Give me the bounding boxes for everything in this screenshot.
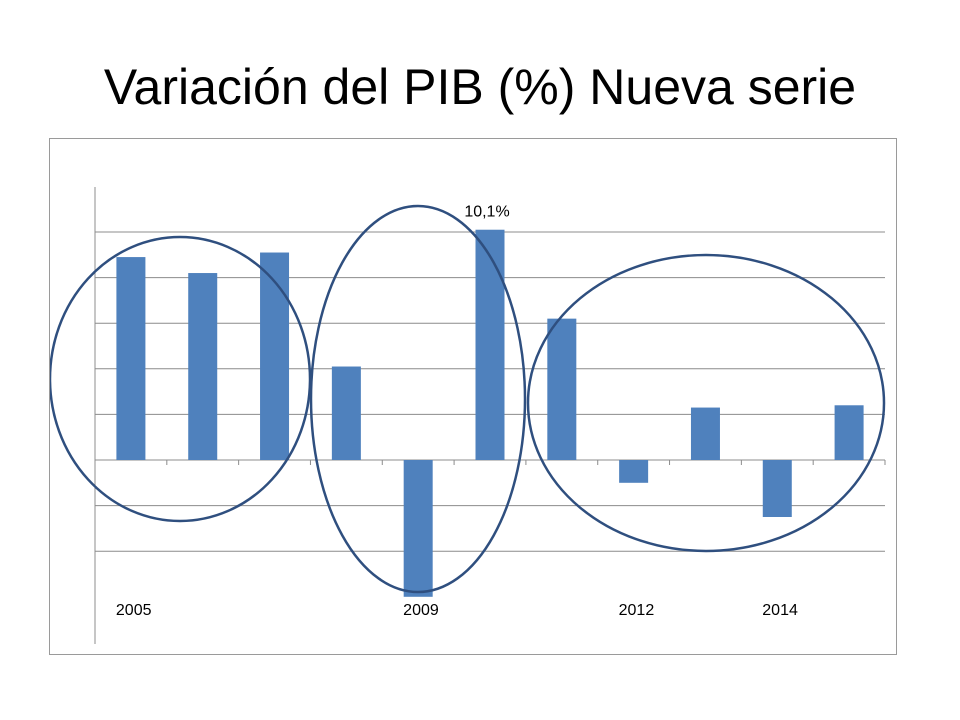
slide-title: Variación del PIB (%) Nueva serie	[103, 59, 857, 115]
x-tick-label: 2012	[619, 602, 655, 619]
bar-2005	[116, 257, 146, 460]
group-ellipse-1	[48, 235, 312, 523]
bar-chart: 2005 2009 2012 2014 10,1%	[48, 187, 886, 644]
bar-2006	[188, 273, 218, 460]
bar-2010	[475, 229, 505, 460]
bars	[116, 229, 864, 597]
group-ellipse-3	[526, 253, 886, 553]
bar-2013	[690, 407, 720, 460]
bar-2011	[547, 318, 577, 460]
chart-frame: 2005 2009 2012 2014 10,1%	[48, 138, 897, 655]
labels: 2005 2009 2012 2014 10,1%	[116, 204, 798, 619]
bar-2009	[403, 460, 433, 597]
bar-2014	[762, 460, 792, 517]
x-tick-label: 2009	[403, 602, 439, 619]
group-ellipse-2	[309, 204, 527, 594]
grouping-ellipses	[48, 204, 886, 594]
data-label: 10,1%	[464, 204, 509, 221]
bar-2007	[260, 252, 290, 460]
bar-2012	[619, 460, 649, 483]
x-tick-label: 2014	[762, 602, 798, 619]
x-tick-label: 2005	[116, 602, 152, 619]
bar-2008	[331, 366, 361, 460]
bar-2015	[834, 405, 864, 460]
